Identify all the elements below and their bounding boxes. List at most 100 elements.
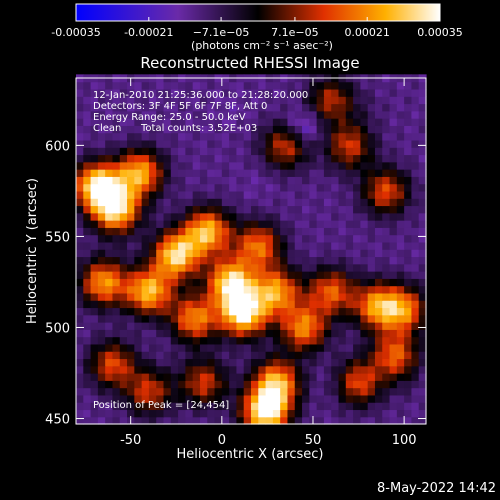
heatmap-cell xyxy=(251,227,259,236)
heatmap-cell xyxy=(97,256,106,265)
heatmap-cell xyxy=(178,81,186,90)
heatmap-cell xyxy=(338,271,347,279)
heatmap-cell xyxy=(418,212,427,221)
heatmap-cell xyxy=(119,220,128,228)
heatmap-cell xyxy=(294,234,303,243)
heatmap-cell xyxy=(396,96,405,105)
heatmap-cell xyxy=(389,198,398,207)
heatmap-cell xyxy=(127,263,135,272)
heatmap-cell xyxy=(83,198,92,207)
heatmap-cell xyxy=(251,81,259,90)
heatmap-cell xyxy=(163,190,172,199)
heatmap-cell xyxy=(331,183,340,192)
heatmap-cell xyxy=(272,132,281,141)
heatmap-cell xyxy=(367,205,376,214)
heatmap-cell xyxy=(280,271,289,279)
heatmap-cell xyxy=(382,402,391,411)
heatmap-cell xyxy=(163,263,172,272)
heatmap-cell xyxy=(374,394,383,403)
heatmap-cell xyxy=(345,205,354,214)
heatmap-cell xyxy=(221,249,230,258)
heatmap-cell xyxy=(134,329,143,338)
annotation-detectors: Detectors: 3F 4F 5F 6F 7F 8F, Att 0 xyxy=(93,101,267,112)
heatmap-cell xyxy=(272,198,281,207)
heatmap-cell xyxy=(404,249,413,258)
heatmap-cell xyxy=(192,263,201,272)
heatmap-cell xyxy=(105,394,114,403)
heatmap-cell xyxy=(112,220,121,228)
heatmap-cell xyxy=(192,373,201,381)
heatmap-cell xyxy=(134,271,143,279)
heatmap-cell xyxy=(83,380,92,389)
heatmap-cell xyxy=(367,198,376,207)
heatmap-cell xyxy=(148,198,157,207)
heatmap-cell xyxy=(76,139,84,148)
heatmap-cell xyxy=(236,343,245,352)
heatmap-cell xyxy=(323,139,332,148)
heatmap-cell xyxy=(199,81,208,90)
heatmap-cell xyxy=(134,314,143,323)
heatmap-cell xyxy=(148,241,157,250)
heatmap-cell xyxy=(178,183,186,192)
heatmap-cell xyxy=(105,271,114,279)
heatmap-cell xyxy=(302,256,310,265)
heatmap-cell xyxy=(360,300,369,309)
heatmap-cell xyxy=(134,409,143,418)
heatmap-cell xyxy=(112,336,121,345)
heatmap-cell xyxy=(345,154,354,163)
heatmap-cell xyxy=(236,220,245,228)
heatmap-cell xyxy=(119,387,128,396)
heatmap-cell xyxy=(294,205,303,214)
heatmap-cell xyxy=(192,139,201,148)
heatmap-cell xyxy=(199,409,208,418)
heatmap-cell xyxy=(178,234,186,243)
heatmap-cell xyxy=(119,241,128,250)
heatmap-cell xyxy=(367,387,376,396)
heatmap-cell xyxy=(309,387,318,396)
heatmap-cell xyxy=(367,96,376,105)
heatmap-cell xyxy=(112,110,121,119)
heatmap-cell xyxy=(382,416,391,425)
heatmap-cell xyxy=(214,351,223,360)
heatmap-cell xyxy=(112,81,121,90)
heatmap-cell xyxy=(112,234,121,243)
heatmap-cell xyxy=(331,125,340,134)
heatmap-cell xyxy=(265,365,274,374)
heatmap-cell xyxy=(389,139,398,148)
heatmap-cell xyxy=(353,161,361,170)
heatmap-cell xyxy=(382,256,391,265)
heatmap-cell xyxy=(396,88,405,97)
heatmap-cell xyxy=(185,278,194,287)
heatmap-cell xyxy=(90,256,99,265)
heatmap-cell xyxy=(229,300,238,309)
heatmap-cell xyxy=(214,103,223,112)
heatmap-cell xyxy=(229,292,238,301)
heatmap-cell xyxy=(265,416,274,425)
heatmap-cell xyxy=(214,322,223,330)
heatmap-cell xyxy=(214,161,223,170)
heatmap-cell xyxy=(360,278,369,287)
heatmap-cell xyxy=(323,336,332,345)
heatmap-cell xyxy=(207,409,216,418)
heatmap-cell xyxy=(221,234,230,243)
heatmap-cell xyxy=(192,416,201,425)
heatmap-cell xyxy=(258,161,267,170)
heatmap-cell xyxy=(396,220,405,228)
heatmap-cell xyxy=(287,198,296,207)
heatmap-cell xyxy=(382,190,391,199)
colorbar-tick-label: −7.1e−05 xyxy=(193,26,250,39)
heatmap-cell xyxy=(156,132,165,141)
heatmap-cell xyxy=(90,88,99,97)
heatmap-cell xyxy=(309,380,318,389)
heatmap-cell xyxy=(367,139,376,148)
heatmap-cell xyxy=(221,147,230,156)
heatmap-cell xyxy=(207,249,216,258)
heatmap-cell xyxy=(309,147,318,156)
heatmap-cell xyxy=(287,147,296,156)
chart-title: Reconstructed RHESSI Image xyxy=(140,54,359,72)
heatmap-cell xyxy=(192,249,201,258)
heatmap-cell xyxy=(309,96,318,105)
heatmap-cell xyxy=(192,176,201,185)
heatmap-cell xyxy=(156,263,165,272)
heatmap-cell xyxy=(170,292,179,301)
